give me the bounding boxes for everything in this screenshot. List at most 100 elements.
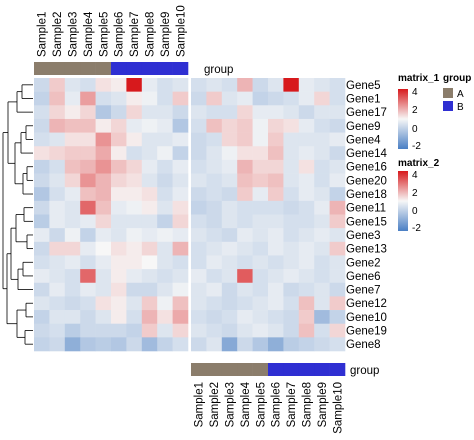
heatmap-matrix-2-cell bbox=[283, 255, 300, 270]
heatmap-matrix-2-cell bbox=[329, 337, 346, 352]
heatmap-matrix-1-cell bbox=[126, 337, 143, 352]
heatmap-matrix-2-cell bbox=[206, 200, 223, 215]
bottom-group-annotation-cell bbox=[283, 363, 300, 376]
heatmap-matrix-2-cell bbox=[314, 337, 330, 352]
top-sample-label: Sample7 bbox=[129, 12, 141, 57]
heatmap-matrix-2-cell bbox=[314, 159, 330, 174]
bottom-sample-label: Sample10 bbox=[332, 382, 344, 434]
heatmap-matrix-2-cell bbox=[221, 323, 238, 338]
heatmap-matrix-1-cell bbox=[141, 337, 158, 352]
heatmap-matrix-1-cell bbox=[80, 269, 96, 284]
top-group-annotation-cell bbox=[111, 62, 127, 75]
heatmap-matrix-2-cell bbox=[314, 78, 330, 92]
heatmap-matrix-2-cell bbox=[329, 282, 346, 297]
heatmap-matrix-2-cell bbox=[298, 200, 315, 215]
heatmap-matrix-2-cell bbox=[221, 228, 238, 243]
top-sample-label: Sample6 bbox=[114, 12, 126, 57]
heatmap-matrix-2-cell bbox=[191, 159, 207, 174]
heatmap-matrix-1-cell bbox=[95, 337, 112, 352]
heatmap-matrix-2-cell bbox=[191, 214, 207, 229]
bottom-group-annotation-cell bbox=[237, 363, 253, 376]
heatmap-matrix-2-cell bbox=[237, 214, 253, 229]
heatmap-matrix-1-cell bbox=[34, 310, 50, 324]
heatmap-matrix-2-cell bbox=[237, 310, 253, 324]
heatmap-matrix-1-cell bbox=[64, 105, 81, 120]
heatmap-matrix-1-cell bbox=[95, 228, 112, 243]
heatmap-matrix-2-cell bbox=[252, 337, 269, 352]
heatmap-matrix-2-cell bbox=[268, 228, 284, 243]
heatmap-matrix-2-cell bbox=[191, 337, 207, 352]
heatmap-matrix-1-cell bbox=[64, 200, 81, 215]
bottom-sample-labels: Sample1 Sample2 Sample3 Sample4 Sample5 Sampl… bbox=[194, 381, 345, 433]
legend-matrix-1-title: matrix_1 bbox=[398, 73, 440, 84]
heatmap-matrix-1-cell bbox=[95, 173, 112, 188]
heatmap-matrix-2-cell bbox=[314, 296, 330, 311]
heatmap-matrix-1-cell bbox=[49, 78, 66, 92]
heatmap-matrix-1-cell bbox=[34, 91, 50, 106]
heatmap-matrix-1-cell bbox=[95, 323, 112, 338]
heatmap-matrix-1-cell bbox=[34, 146, 50, 161]
heatmap-matrix-1-cell bbox=[141, 323, 158, 338]
heatmap-matrix-2-cell bbox=[206, 255, 223, 270]
heatmap-matrix-1-cell bbox=[126, 241, 143, 256]
heatmap-matrix-1-cell bbox=[172, 214, 189, 229]
heatmap-matrix-1-cell bbox=[157, 282, 173, 297]
heatmap-matrix-2-cell bbox=[298, 173, 315, 188]
heatmap-matrix-1-cell bbox=[172, 105, 189, 120]
heatmap-matrix-2-cell bbox=[191, 91, 207, 106]
top-sample-label: Sample4 bbox=[83, 11, 95, 57]
heatmap-matrix-2-cell bbox=[314, 105, 330, 120]
heatmap-matrix-1-cell bbox=[34, 296, 50, 311]
heatmap-matrix-1-cell bbox=[172, 146, 189, 161]
gene-label: Gene17 bbox=[346, 107, 387, 119]
heatmap-matrix-1-cell bbox=[157, 241, 173, 256]
heatmap-matrix-1-cell bbox=[172, 296, 189, 311]
heatmap-matrix-1-cell bbox=[34, 228, 50, 243]
heatmap-matrix-1-cell bbox=[141, 200, 158, 215]
heatmap-matrix-2-cell bbox=[298, 187, 315, 202]
heatmap-matrix-2-cell bbox=[206, 228, 223, 243]
heatmap-matrix-1-cell bbox=[64, 323, 81, 338]
bottom-group-annotation-cell bbox=[221, 363, 238, 376]
heatmap-matrix-2-cell bbox=[191, 310, 207, 324]
heatmap-matrix-1-cell bbox=[111, 105, 127, 120]
heatmap-matrix-2-cell bbox=[268, 269, 284, 284]
heatmap-matrix-1-cell bbox=[141, 282, 158, 297]
heatmap-matrix-2-cell bbox=[314, 91, 330, 106]
heatmap-matrix-2-cell bbox=[298, 78, 315, 92]
heatmap-matrix-1-cell bbox=[157, 214, 173, 229]
heatmap-matrix-1-cell bbox=[111, 91, 127, 106]
heatmap-matrix-1-cell bbox=[172, 228, 189, 243]
heatmap-matrix-2-cell bbox=[283, 241, 300, 256]
heatmap-matrix-2-cell bbox=[221, 78, 238, 92]
heatmap-matrix-2-cell bbox=[298, 241, 315, 256]
heatmap-matrix-2-cell bbox=[221, 337, 238, 352]
heatmap-matrix-2-cell bbox=[206, 310, 223, 324]
heatmap-matrix-2-cell bbox=[329, 255, 346, 270]
heatmap-matrix-1-cell bbox=[64, 214, 81, 229]
heatmap-matrix-1-cell bbox=[34, 241, 50, 256]
gene-label: Gene18 bbox=[346, 189, 387, 201]
legend-matrix-2-title: matrix_2 bbox=[398, 158, 440, 169]
heatmap-matrix-2-cell bbox=[268, 337, 284, 352]
heatmap-matrix-1-cell bbox=[157, 296, 173, 311]
heatmap-matrix-1-cell bbox=[95, 91, 112, 106]
heatmap-matrix-2-cell bbox=[268, 146, 284, 161]
heatmap-matrix-1-cell bbox=[111, 310, 127, 324]
heatmap-matrix-2-cell bbox=[191, 323, 207, 338]
heatmap-matrix-1-cell bbox=[49, 187, 66, 202]
top-sample-label: Sample5 bbox=[98, 12, 110, 57]
heatmap-matrix-1-cell bbox=[64, 78, 81, 92]
heatmap-matrix-1-cell bbox=[111, 269, 127, 284]
heatmap-matrix-1-cell bbox=[95, 159, 112, 174]
heatmap-matrix-1-cell bbox=[95, 105, 112, 120]
heatmap-matrix-2-cell bbox=[329, 269, 346, 284]
heatmap-matrix-2-cell bbox=[237, 146, 253, 161]
heatmap-matrix-1-cell bbox=[126, 310, 143, 324]
heatmap-matrix-2-cell bbox=[237, 200, 253, 215]
heatmap-matrix-1-cell bbox=[111, 146, 127, 161]
heatmap-matrix-2-cell bbox=[221, 282, 238, 297]
heatmap-matrix-2-cell bbox=[206, 78, 223, 92]
heatmap-matrix-2-cell bbox=[268, 282, 284, 297]
